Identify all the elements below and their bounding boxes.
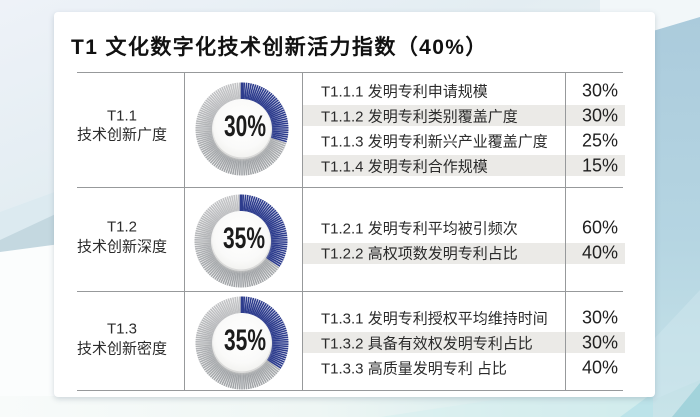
svg-text:35%: 35% <box>224 324 266 357</box>
svg-text:35%: 35% <box>223 222 265 255</box>
svg-text:30%: 30% <box>224 110 266 143</box>
